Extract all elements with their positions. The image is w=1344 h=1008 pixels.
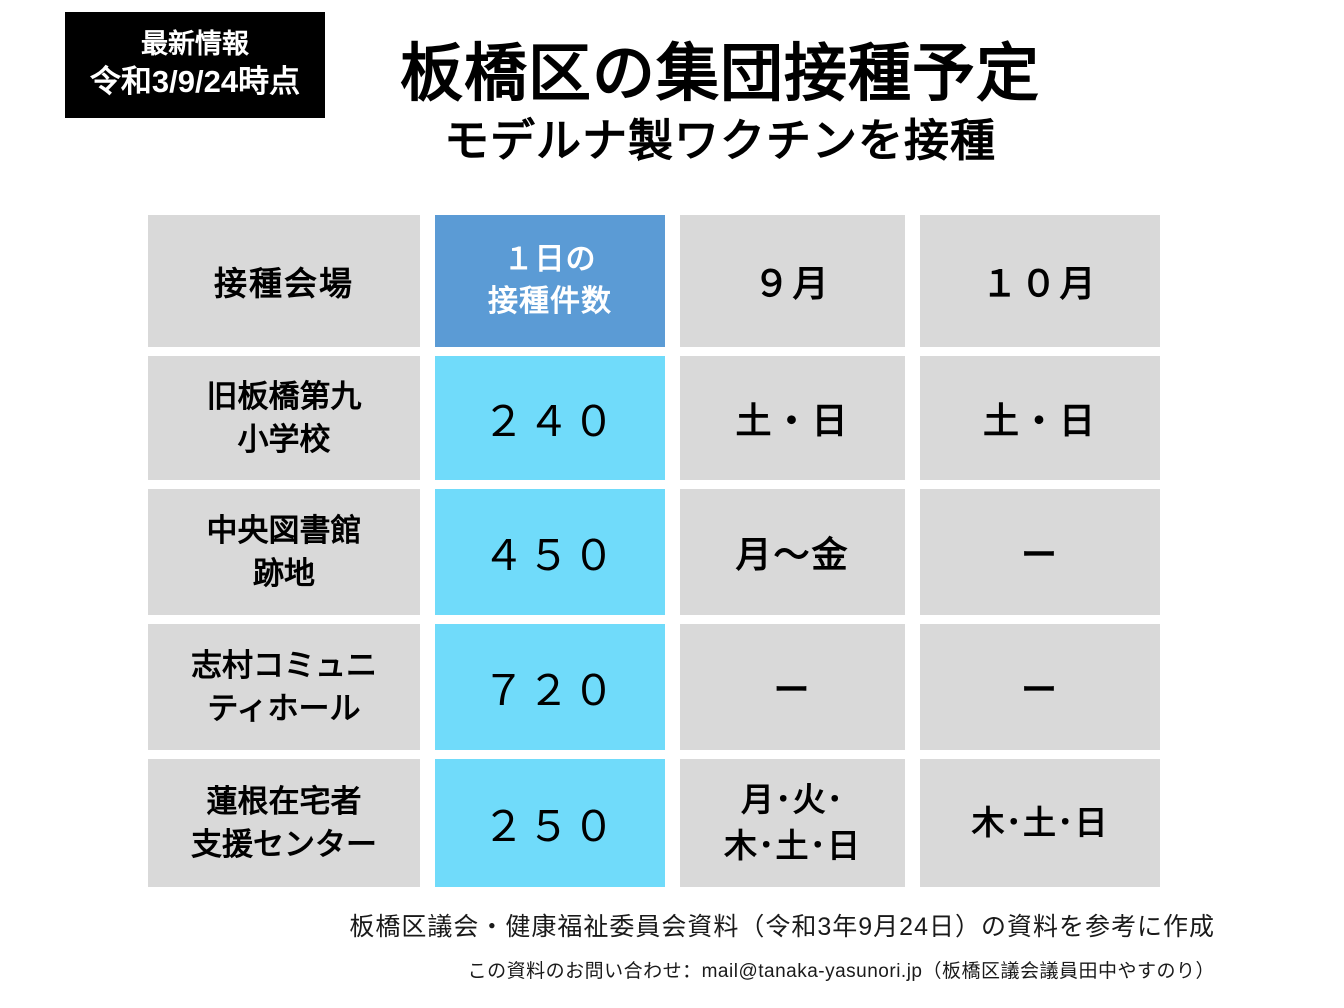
table-row-daily-doses: ４５０ — [435, 489, 665, 615]
badge-label: 最新情報 — [141, 29, 249, 60]
table-row-october-days: 土・日 — [920, 356, 1160, 480]
table-row-venue: 旧板橋第九 小学校 — [148, 356, 420, 480]
contact-info: この資料のお問い合わせ：mail@tanaka-yasunori.jp（板橋区議… — [467, 961, 1215, 982]
vaccination-schedule-table: 接種会場 １日の 接種件数 ９月 １０月 旧板橋第九 小学校 ２４０ 土・日 土… — [148, 215, 1160, 887]
table-row-venue: 志村コミュニ ティホール — [148, 624, 420, 750]
table-row-september-days: 月～金 — [680, 489, 905, 615]
footer: 板橋区議会・健康福祉委員会資料（令和3年9月24日）の資料を参考に作成 この資料… — [349, 907, 1215, 983]
table-row-daily-doses: ２５０ — [435, 759, 665, 887]
table-row-october-days: 木･土･日 — [920, 759, 1160, 887]
column-header-daily-doses: １日の 接種件数 — [435, 215, 665, 347]
page-subtitle: モデルナ製ワクチンを接種 — [443, 115, 996, 167]
title-block: 板橋区の集団接種予定 モデルナ製ワクチンを接種 — [320, 38, 1120, 166]
table-row-october-days: ー — [920, 489, 1160, 615]
badge-date: 令和3/9/24時点 — [89, 64, 301, 100]
table-row-september-days: 月･火･ 木･土･日 — [680, 759, 905, 887]
column-header-september: ９月 — [680, 215, 905, 347]
table-row-daily-doses: ２４０ — [435, 356, 665, 480]
table-row-venue: 中央図書館 跡地 — [148, 489, 420, 615]
page-title: 板橋区の集団接種予定 — [400, 39, 1040, 109]
table-row-september-days: ー — [680, 624, 905, 750]
table-row-daily-doses: ７２０ — [435, 624, 665, 750]
column-header-venue: 接種会場 — [148, 215, 420, 347]
table-row-venue: 蓮根在宅者 支援センター — [148, 759, 420, 887]
table-row-september-days: 土・日 — [680, 356, 905, 480]
table-row-october-days: ー — [920, 624, 1160, 750]
source-attribution: 板橋区議会・健康福祉委員会資料（令和3年9月24日）の資料を参考に作成 — [349, 913, 1215, 941]
column-header-october: １０月 — [920, 215, 1160, 347]
latest-info-badge: 最新情報 令和3/9/24時点 — [65, 12, 325, 118]
